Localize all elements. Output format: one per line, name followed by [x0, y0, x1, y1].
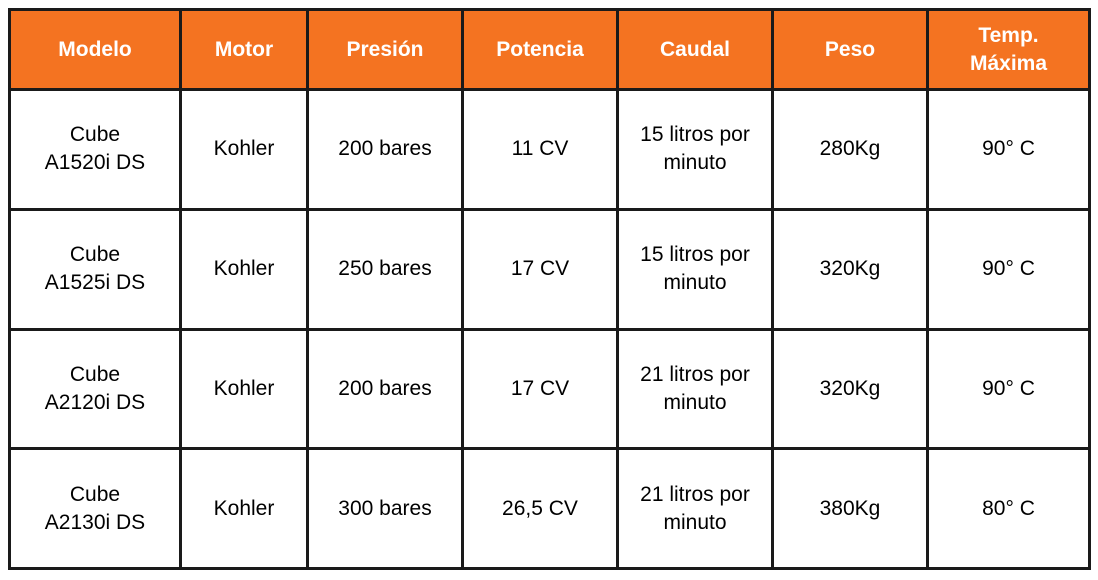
- table-row: Cube A2120i DS Kohler 200 bares 17 CV 21 …: [8, 327, 1091, 451]
- cell-temp-maxima: 90° C: [926, 88, 1091, 211]
- cell-temp-maxima: 90° C: [926, 327, 1091, 451]
- cell-caudal: 21 litros por minuto: [616, 447, 774, 570]
- cell-modelo: Cube A2130i DS: [8, 447, 182, 570]
- cell-caudal: 15 litros por minuto: [616, 207, 774, 331]
- cell-potencia: 26,5 CV: [461, 447, 619, 570]
- header-potencia: Potencia: [461, 8, 619, 91]
- cell-motor: Kohler: [179, 327, 309, 451]
- cell-motor: Kohler: [179, 88, 309, 211]
- cell-caudal: 21 litros por minuto: [616, 327, 774, 451]
- header-motor: Motor: [179, 8, 309, 91]
- cell-motor: Kohler: [179, 207, 309, 331]
- cell-caudal: 15 litros por minuto: [616, 88, 774, 211]
- cell-modelo: Cube A1520i DS: [8, 88, 182, 211]
- cell-temp-maxima: 90° C: [926, 207, 1091, 331]
- cell-peso: 280Kg: [771, 88, 929, 211]
- cell-motor: Kohler: [179, 447, 309, 570]
- cell-peso: 320Kg: [771, 207, 929, 331]
- header-presion: Presión: [306, 8, 464, 91]
- cell-peso: 380Kg: [771, 447, 929, 570]
- header-row: Modelo Motor Presión Potencia Caudal Pes…: [8, 8, 1091, 91]
- header-peso: Peso: [771, 8, 929, 91]
- cell-modelo: Cube A2120i DS: [8, 327, 182, 451]
- table-row: Cube A1525i DS Kohler 250 bares 17 CV 15 …: [8, 207, 1091, 331]
- cell-presion: 200 bares: [306, 327, 464, 451]
- header-modelo: Modelo: [8, 8, 182, 91]
- cell-modelo: Cube A1525i DS: [8, 207, 182, 331]
- header-caudal: Caudal: [616, 8, 774, 91]
- cell-temp-maxima: 80° C: [926, 447, 1091, 570]
- header-temp-maxima: Temp. Máxima: [926, 8, 1091, 91]
- cell-presion: 300 bares: [306, 447, 464, 570]
- cell-potencia: 17 CV: [461, 327, 619, 451]
- cell-presion: 200 bares: [306, 88, 464, 211]
- specifications-table: Modelo Motor Presión Potencia Caudal Pes…: [8, 8, 1091, 570]
- cell-potencia: 17 CV: [461, 207, 619, 331]
- cell-presion: 250 bares: [306, 207, 464, 331]
- cell-peso: 320Kg: [771, 327, 929, 451]
- table-row: Cube A2130i DS Kohler 300 bares 26,5 CV 2…: [8, 447, 1091, 570]
- table-row: Cube A1520i DS Kohler 200 bares 11 CV 15 …: [8, 88, 1091, 211]
- cell-potencia: 11 CV: [461, 88, 619, 211]
